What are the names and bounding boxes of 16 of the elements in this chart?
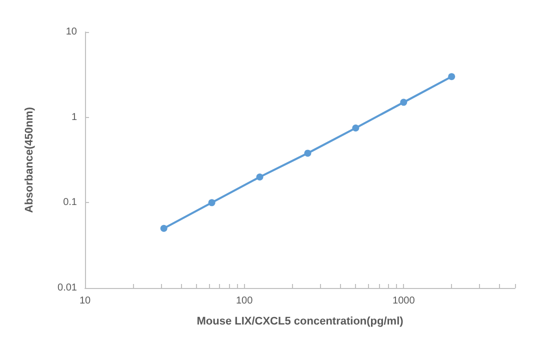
point [448, 73, 456, 80]
point [208, 199, 216, 206]
point [256, 173, 264, 180]
x-tick-label: 10 [79, 296, 91, 306]
y-tick-label: 1 [71, 112, 78, 123]
y-tick-label: 10 [66, 26, 78, 38]
y-tick-label: 0.01 [58, 282, 78, 294]
point [160, 224, 168, 232]
x-tick-label: 1000 [392, 296, 416, 306]
y-tick-label: 0.1 [63, 197, 78, 208]
point [304, 150, 312, 157]
y-axis-title: Absorbance(450nm) [24, 106, 36, 213]
x-tick-label: 100 [236, 296, 254, 306]
x-axis-title: Mouse LIX/CXCL5 concentration(pg/ml) [196, 316, 404, 328]
point [352, 124, 360, 132]
point [400, 98, 408, 106]
